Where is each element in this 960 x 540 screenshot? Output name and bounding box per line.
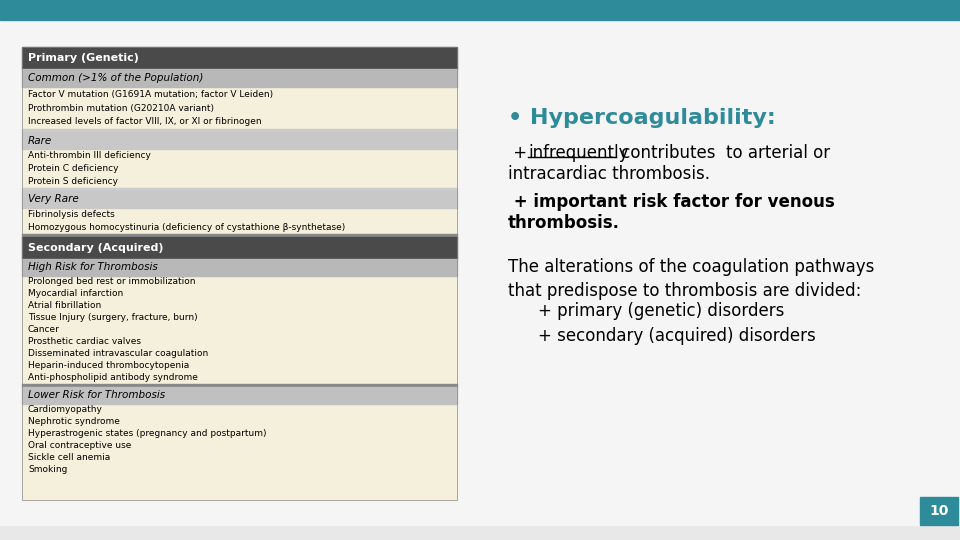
Bar [22, 234, 457, 237]
Text: Anti-thrombin III deficiency: Anti-thrombin III deficiency [28, 151, 151, 160]
Bar [22, 237, 457, 259]
Text: • Hypercoagulability:: • Hypercoagulability: [508, 108, 776, 128]
Text: + primary (genetic) disorders: + primary (genetic) disorders [538, 302, 784, 320]
Text: Anti-phospholipid antibody syndrome: Anti-phospholipid antibody syndrome [28, 374, 198, 382]
Text: Common (>1% of the Population): Common (>1% of the Population) [28, 73, 204, 83]
Text: Hyperastrogenic states (pregnancy and postpartum): Hyperastrogenic states (pregnancy and po… [28, 429, 267, 438]
Text: Increased levels of factor VIII, IX, or XI or fibrinogen: Increased levels of factor VIII, IX, or … [28, 118, 262, 126]
Text: contributes  to arterial or: contributes to arterial or [616, 144, 830, 162]
Text: Homozygous homocystinuria (deficiency of cystathione β-synthetase): Homozygous homocystinuria (deficiency of… [28, 223, 346, 232]
Bar [5, 3, 120, 19]
Text: Lower Risk for Thrombosis: Lower Risk for Thrombosis [28, 390, 165, 401]
Text: High Risk for Thrombosis: High Risk for Thrombosis [28, 262, 157, 273]
Text: Cardiomyopathy: Cardiomyopathy [28, 406, 103, 415]
Text: infrequently: infrequently [528, 144, 629, 162]
Bar [22, 191, 457, 208]
Text: Fibrinolysis defects: Fibrinolysis defects [28, 210, 115, 219]
Bar [22, 259, 457, 276]
Text: Very Rare: Very Rare [28, 194, 79, 205]
Bar [920, 497, 958, 525]
Text: + important risk factor for venous: + important risk factor for venous [508, 193, 835, 211]
Text: Tissue Injury (surgery, fracture, burn): Tissue Injury (surgery, fracture, burn) [28, 314, 198, 322]
Text: Myocardial infarction: Myocardial infarction [28, 289, 123, 299]
Text: thrombosis.: thrombosis. [508, 214, 620, 232]
Text: Factor V mutation (G1691A mutation; factor V Leiden): Factor V mutation (G1691A mutation; fact… [28, 90, 274, 98]
Text: Smoking: Smoking [28, 465, 67, 475]
Bar [22, 47, 457, 500]
Text: Primary (Genetic): Primary (Genetic) [28, 53, 139, 63]
Bar [22, 132, 457, 149]
Bar [22, 129, 457, 132]
Text: Sickle cell anemia: Sickle cell anemia [28, 454, 110, 462]
Text: 10: 10 [929, 504, 948, 518]
Text: Oral contraceptive use: Oral contraceptive use [28, 442, 132, 450]
Text: Prolonged bed rest or immobilization: Prolonged bed rest or immobilization [28, 278, 196, 287]
Bar [22, 387, 457, 404]
Text: Atrial fibrillation: Atrial fibrillation [28, 301, 101, 310]
Bar [22, 69, 457, 87]
Text: Protein C deficiency: Protein C deficiency [28, 164, 118, 173]
Text: Rare: Rare [28, 136, 52, 145]
Text: intracardiac thrombosis.: intracardiac thrombosis. [508, 165, 710, 183]
Text: Protein S deficiency: Protein S deficiency [28, 177, 118, 186]
Text: +: + [508, 144, 533, 162]
Text: Secondary (Acquired): Secondary (Acquired) [28, 243, 163, 253]
Bar [22, 188, 457, 191]
Bar [22, 384, 457, 387]
Text: Prothrombin mutation (G20210A variant): Prothrombin mutation (G20210A variant) [28, 104, 214, 112]
Text: Disseminated intravascular coagulation: Disseminated intravascular coagulation [28, 349, 208, 359]
Text: + secondary (acquired) disorders: + secondary (acquired) disorders [538, 327, 816, 345]
Text: Cancer: Cancer [28, 326, 60, 334]
Text: Prosthetic cardiac valves: Prosthetic cardiac valves [28, 338, 141, 347]
Bar [22, 47, 457, 500]
Text: The alterations of the coagulation pathways
that predispose to thrombosis are di: The alterations of the coagulation pathw… [508, 258, 875, 300]
Bar [22, 47, 457, 69]
Bar [0, 0, 960, 20]
Text: Heparin-induced thrombocytopenia: Heparin-induced thrombocytopenia [28, 361, 189, 370]
Text: Nephrotic syndrome: Nephrotic syndrome [28, 417, 120, 427]
